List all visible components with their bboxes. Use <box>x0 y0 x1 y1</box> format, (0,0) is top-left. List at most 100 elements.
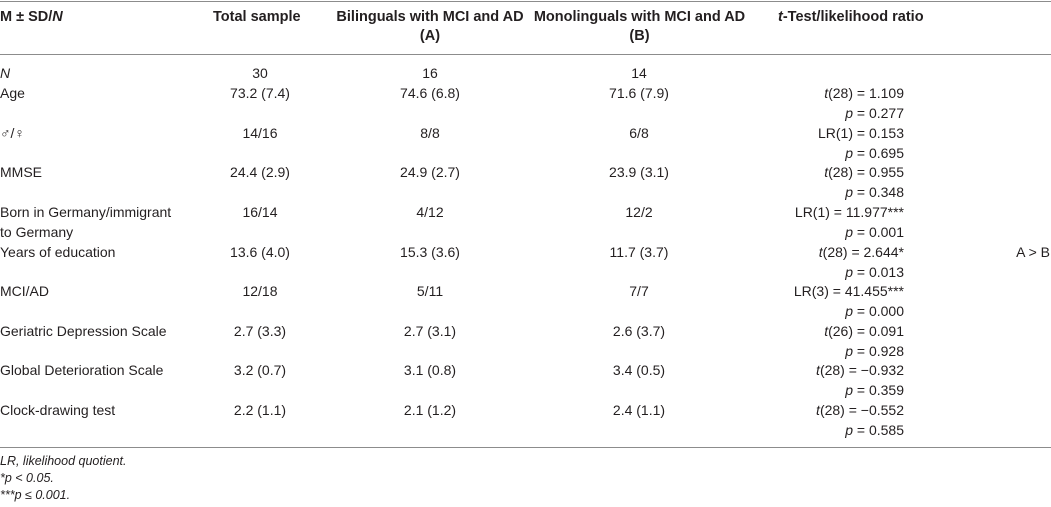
cell-bilinguals: 2.7 (3.1) <box>403 323 457 339</box>
cell-monolinguals: 6/8 <box>629 125 649 141</box>
cell-p-value: p = 0.001 <box>704 223 904 243</box>
p-value: = 0.277 <box>853 105 904 121</box>
row-label: Born in Germany/immigrant <box>0 204 172 220</box>
cell-monolinguals: 12/2 <box>625 204 653 220</box>
row-label: Global Deterioration Scale <box>0 362 164 378</box>
cell-total: 14/16 <box>242 125 278 141</box>
cell-total: 2.2 (1.1) <box>233 402 287 418</box>
cell-total: 2.7 (3.3) <box>233 323 287 339</box>
stat-symbol: t <box>816 402 820 418</box>
row-label: N <box>0 65 11 81</box>
p-symbol: p <box>845 343 853 359</box>
p-value: = 0.000 <box>853 303 904 319</box>
p-value: = 0.001 <box>853 224 904 240</box>
row-label: ♂/♀ <box>0 125 25 141</box>
cell-test-statistic: t(28) = 2.644* <box>704 243 904 263</box>
cell-total: 73.2 (7.4) <box>230 85 290 101</box>
p-symbol: p <box>845 145 853 161</box>
header-rule <box>0 54 1051 55</box>
p-symbol: p <box>845 303 853 319</box>
cell-total: 24.4 (2.9) <box>230 164 290 180</box>
row-label: Geriatric Depression Scale <box>0 323 167 339</box>
stat-value: LR(3) = 41.455*** <box>793 283 904 299</box>
cell-total: 13.6 (4.0) <box>230 244 290 260</box>
cell-test-statistic: t(26) = 0.091 <box>704 322 904 342</box>
cell-bilinguals: 2.1 (1.2) <box>403 402 457 418</box>
cell-monolinguals: 3.4 (0.5) <box>612 362 666 378</box>
header-bilinguals: Bilinguals with MCI and AD (A) <box>336 9 524 44</box>
stat-value: (28) = 1.109 <box>828 85 904 101</box>
header-total: Total sample <box>213 9 301 25</box>
p-value: = 0.585 <box>853 422 904 438</box>
cell-p-value: p = 0.585 <box>704 421 904 441</box>
cell-test-statistic: t(28) = 1.109 <box>704 84 904 104</box>
cell-p-value: p = 0.348 <box>704 183 904 203</box>
cell-bilinguals: 24.9 (2.7) <box>400 164 460 180</box>
p-value: = 0.348 <box>853 184 904 200</box>
row-label-line2: to Germany <box>0 224 74 240</box>
row-label: Age <box>0 85 25 101</box>
cell-total: 3.2 (0.7) <box>233 362 287 378</box>
p-value: = 0.928 <box>853 343 904 359</box>
stat-symbol: t <box>824 323 829 339</box>
cell-bilinguals: 15.3 (3.6) <box>400 244 460 260</box>
row-label: Clock-drawing test <box>0 402 116 418</box>
p-symbol: p <box>845 382 853 398</box>
cell-p-value: p = 0.000 <box>704 302 904 322</box>
p-symbol: p <box>845 184 853 200</box>
cell-p-value: p = 0.359 <box>704 381 904 401</box>
cell-monolinguals: 2.6 (3.7) <box>612 323 666 339</box>
stat-value: LR(1) = 11.977*** <box>794 204 904 220</box>
cell-total: 12/18 <box>242 283 278 299</box>
header-measure: M ± SD/N <box>0 9 63 25</box>
cell-comparison: A > B <box>1016 244 1050 260</box>
p-symbol: p <box>845 264 853 280</box>
cell-monolinguals: 23.9 (3.1) <box>609 164 669 180</box>
header-test: t-Test/likelihood ratio <box>778 9 924 25</box>
stat-value: (28) = 2.644* <box>822 244 904 260</box>
row-label: Years of education <box>0 244 116 260</box>
stat-value: (28) = 0.955 <box>828 164 904 180</box>
stat-symbol: t <box>818 244 823 260</box>
footnote-p05: *p < 0.05. <box>0 471 54 485</box>
cell-bilinguals: 5/11 <box>416 283 444 299</box>
stat-symbol: t <box>824 164 829 180</box>
cell-bilinguals: 16 <box>422 65 438 81</box>
cell-p-value: p = 0.277 <box>704 104 904 124</box>
cell-monolinguals: 7/7 <box>629 283 649 299</box>
cell-bilinguals: 4/12 <box>416 204 444 220</box>
bottom-rule <box>0 447 1051 448</box>
cell-bilinguals: 74.6 (6.8) <box>400 85 460 101</box>
footnote-p001: ***p ≤ 0.001. <box>0 488 71 502</box>
cell-total: 16/14 <box>242 204 278 220</box>
cell-monolinguals: 2.4 (1.1) <box>612 402 666 418</box>
cell-test-statistic: t(28) = 0.955 <box>704 163 904 183</box>
p-value: = 0.359 <box>853 382 904 398</box>
cell-test-statistic: t(28) = −0.932 <box>704 361 904 381</box>
stat-value: LR(1) = 0.153 <box>818 125 904 141</box>
stat-symbol: t <box>824 85 829 101</box>
cell-p-value: p = 0.928 <box>704 342 904 362</box>
stat-value: (26) = 0.091 <box>828 323 904 339</box>
p-symbol: p <box>845 105 853 121</box>
cell-total: 30 <box>252 65 268 81</box>
row-label: MMSE <box>0 164 42 180</box>
p-value: = 0.695 <box>853 145 904 161</box>
footnote-lr: LR, likelihood quotient. <box>0 454 127 468</box>
cell-monolinguals: 11.7 (3.7) <box>609 244 669 260</box>
stat-value: (28) = −0.932 <box>819 362 904 378</box>
p-value: = 0.013 <box>853 264 904 280</box>
cell-bilinguals: 8/8 <box>420 125 440 141</box>
cell-bilinguals: 3.1 (0.8) <box>403 362 457 378</box>
cell-monolinguals: 71.6 (7.9) <box>609 85 669 101</box>
cell-p-value: p = 0.695 <box>704 144 904 164</box>
cell-p-value: p = 0.013 <box>704 263 904 283</box>
stat-value: (28) = −0.552 <box>819 402 904 418</box>
row-label: MCI/AD <box>0 283 49 299</box>
p-symbol: p <box>845 422 853 438</box>
header-monolinguals: Monolinguals with MCI and AD (B) <box>533 9 746 44</box>
cell-test-statistic: LR(1) = 0.153 <box>704 124 904 144</box>
top-rule <box>0 1 1051 2</box>
stat-symbol: t <box>816 362 820 378</box>
